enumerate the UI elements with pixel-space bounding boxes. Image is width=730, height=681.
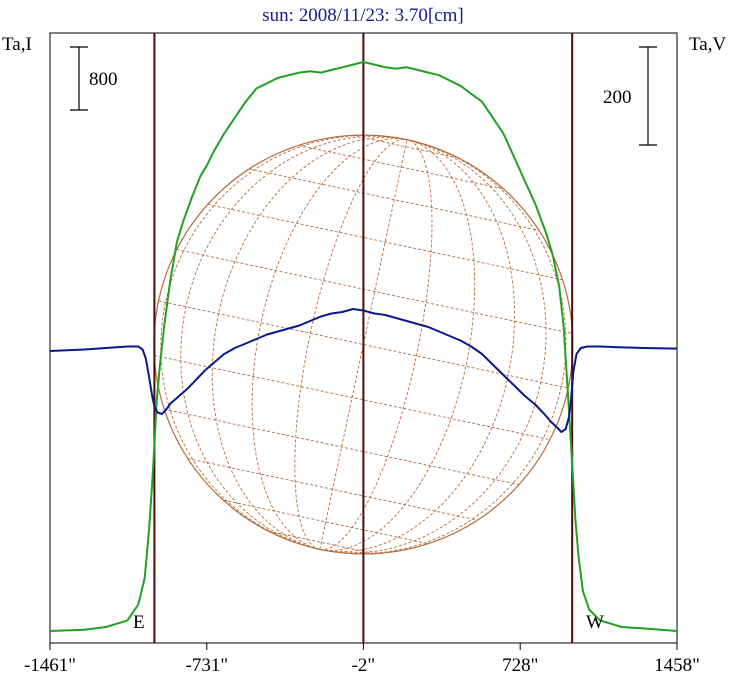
longitude-line: [180, 135, 407, 550]
latitude-line: [187, 458, 478, 521]
x-tick-label: -1461": [24, 655, 76, 676]
x-axis-ticks: -1461" -731" -2" 728" 1458": [24, 643, 700, 676]
longitude-line: [319, 139, 476, 551]
left-scale-bar-label: 800: [89, 69, 118, 90]
latitude-line: [352, 134, 459, 159]
chart-title: sun: 2008/11/23: 3.70[cm]: [262, 5, 463, 26]
intensity-series-line: [49, 61, 678, 632]
left-scale-bar: [70, 46, 88, 111]
longitude-line: [319, 139, 516, 553]
series-layer: [49, 61, 678, 632]
latitude-line: [154, 355, 551, 441]
x-tick-label: 728": [502, 655, 538, 676]
longitude-line: [251, 138, 407, 550]
polarization-series-line: [49, 308, 678, 433]
latitude-line: [249, 168, 539, 231]
longitude-line: [294, 138, 407, 550]
longitude-line: [319, 139, 547, 554]
x-tick-label: -2": [352, 655, 376, 676]
latitude-line: [207, 203, 563, 281]
longitude-line: [319, 139, 408, 550]
latitude-line: [298, 144, 504, 190]
west-limb-label: W: [586, 612, 604, 633]
latitude-line: [222, 499, 429, 545]
latitude-line: [158, 300, 569, 389]
longitude-line: [160, 134, 407, 550]
solar-disk-grid: [153, 134, 574, 555]
right-scale-bar-label: 200: [603, 87, 632, 108]
x-tick-label: 1458": [654, 655, 700, 676]
right-scale-bar: [639, 46, 657, 146]
east-limb-label: E: [133, 612, 145, 633]
longitude-line: [211, 136, 407, 550]
latitude-line: [164, 408, 519, 486]
left-axis-label: Ta,I: [2, 34, 32, 55]
x-tick-label: -731": [186, 655, 229, 676]
latitude-line: [268, 530, 375, 555]
latitude-line: [176, 248, 573, 334]
longitude-line: [319, 139, 567, 555]
right-axis-label: Ta,V: [689, 34, 726, 55]
longitude-line: [319, 139, 433, 551]
